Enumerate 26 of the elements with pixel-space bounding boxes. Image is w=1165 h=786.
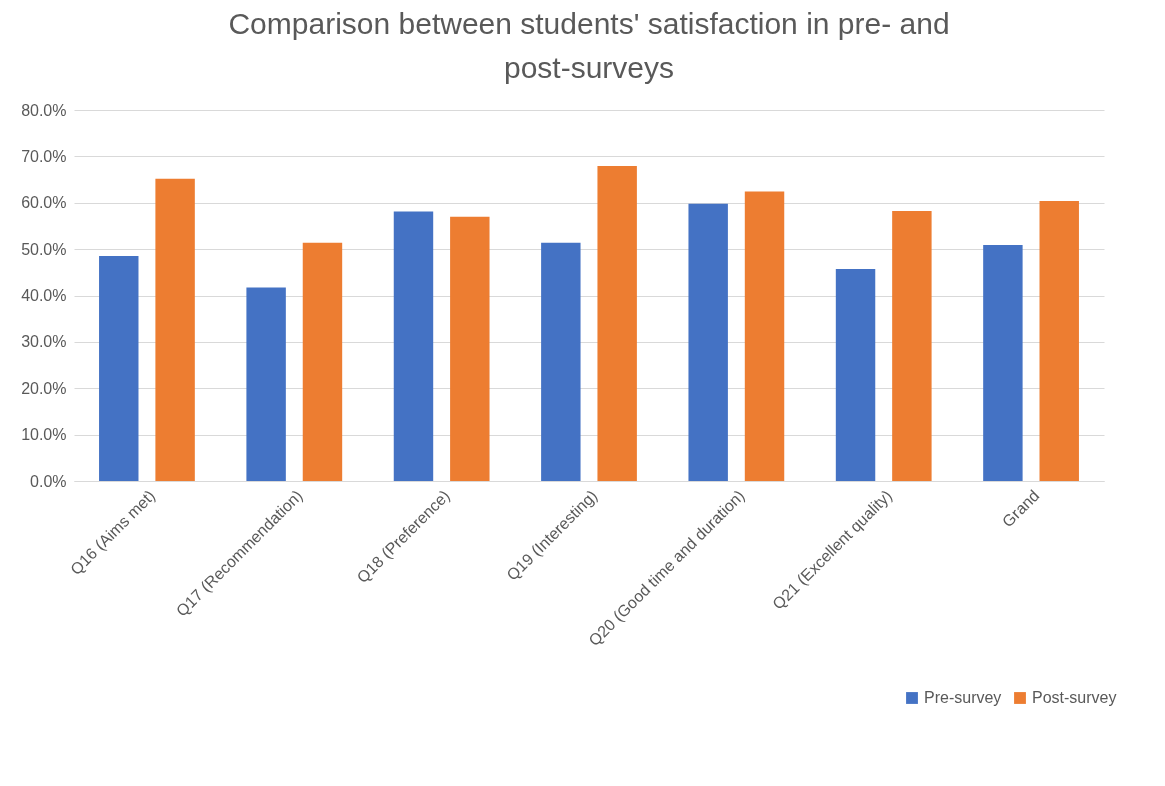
bar	[597, 166, 637, 481]
bar	[450, 216, 490, 481]
y-tick-label: 40.0%	[21, 287, 67, 304]
bar	[393, 211, 434, 481]
y-tick-label: 60.0%	[21, 194, 67, 212]
bar	[835, 269, 876, 481]
legend-label: Post-survey	[1032, 689, 1117, 706]
bar	[1039, 200, 1079, 481]
bar	[541, 242, 581, 481]
y-tick-label: 30.0%	[21, 333, 67, 351]
y-tick-label: 70.0%	[21, 147, 67, 165]
chart-title: Comparison between students' satisfaction in pre- and post-surveys	[228, 7, 950, 84]
bar	[892, 211, 932, 481]
y-tick-label: 10.0%	[21, 426, 67, 444]
y-tick-label: 20.0%	[21, 379, 67, 397]
bar	[155, 178, 195, 481]
y-tick-label: 80.0%	[21, 101, 67, 119]
y-tick-label: 50.0%	[21, 240, 67, 258]
bar	[246, 287, 286, 481]
legend-label: Pre-survey	[924, 689, 1002, 706]
bar	[688, 203, 728, 481]
bar	[744, 191, 785, 481]
bar	[983, 244, 1023, 481]
bar	[302, 242, 343, 481]
bar	[99, 256, 139, 481]
y-tick-label: 0.0%	[30, 472, 67, 490]
